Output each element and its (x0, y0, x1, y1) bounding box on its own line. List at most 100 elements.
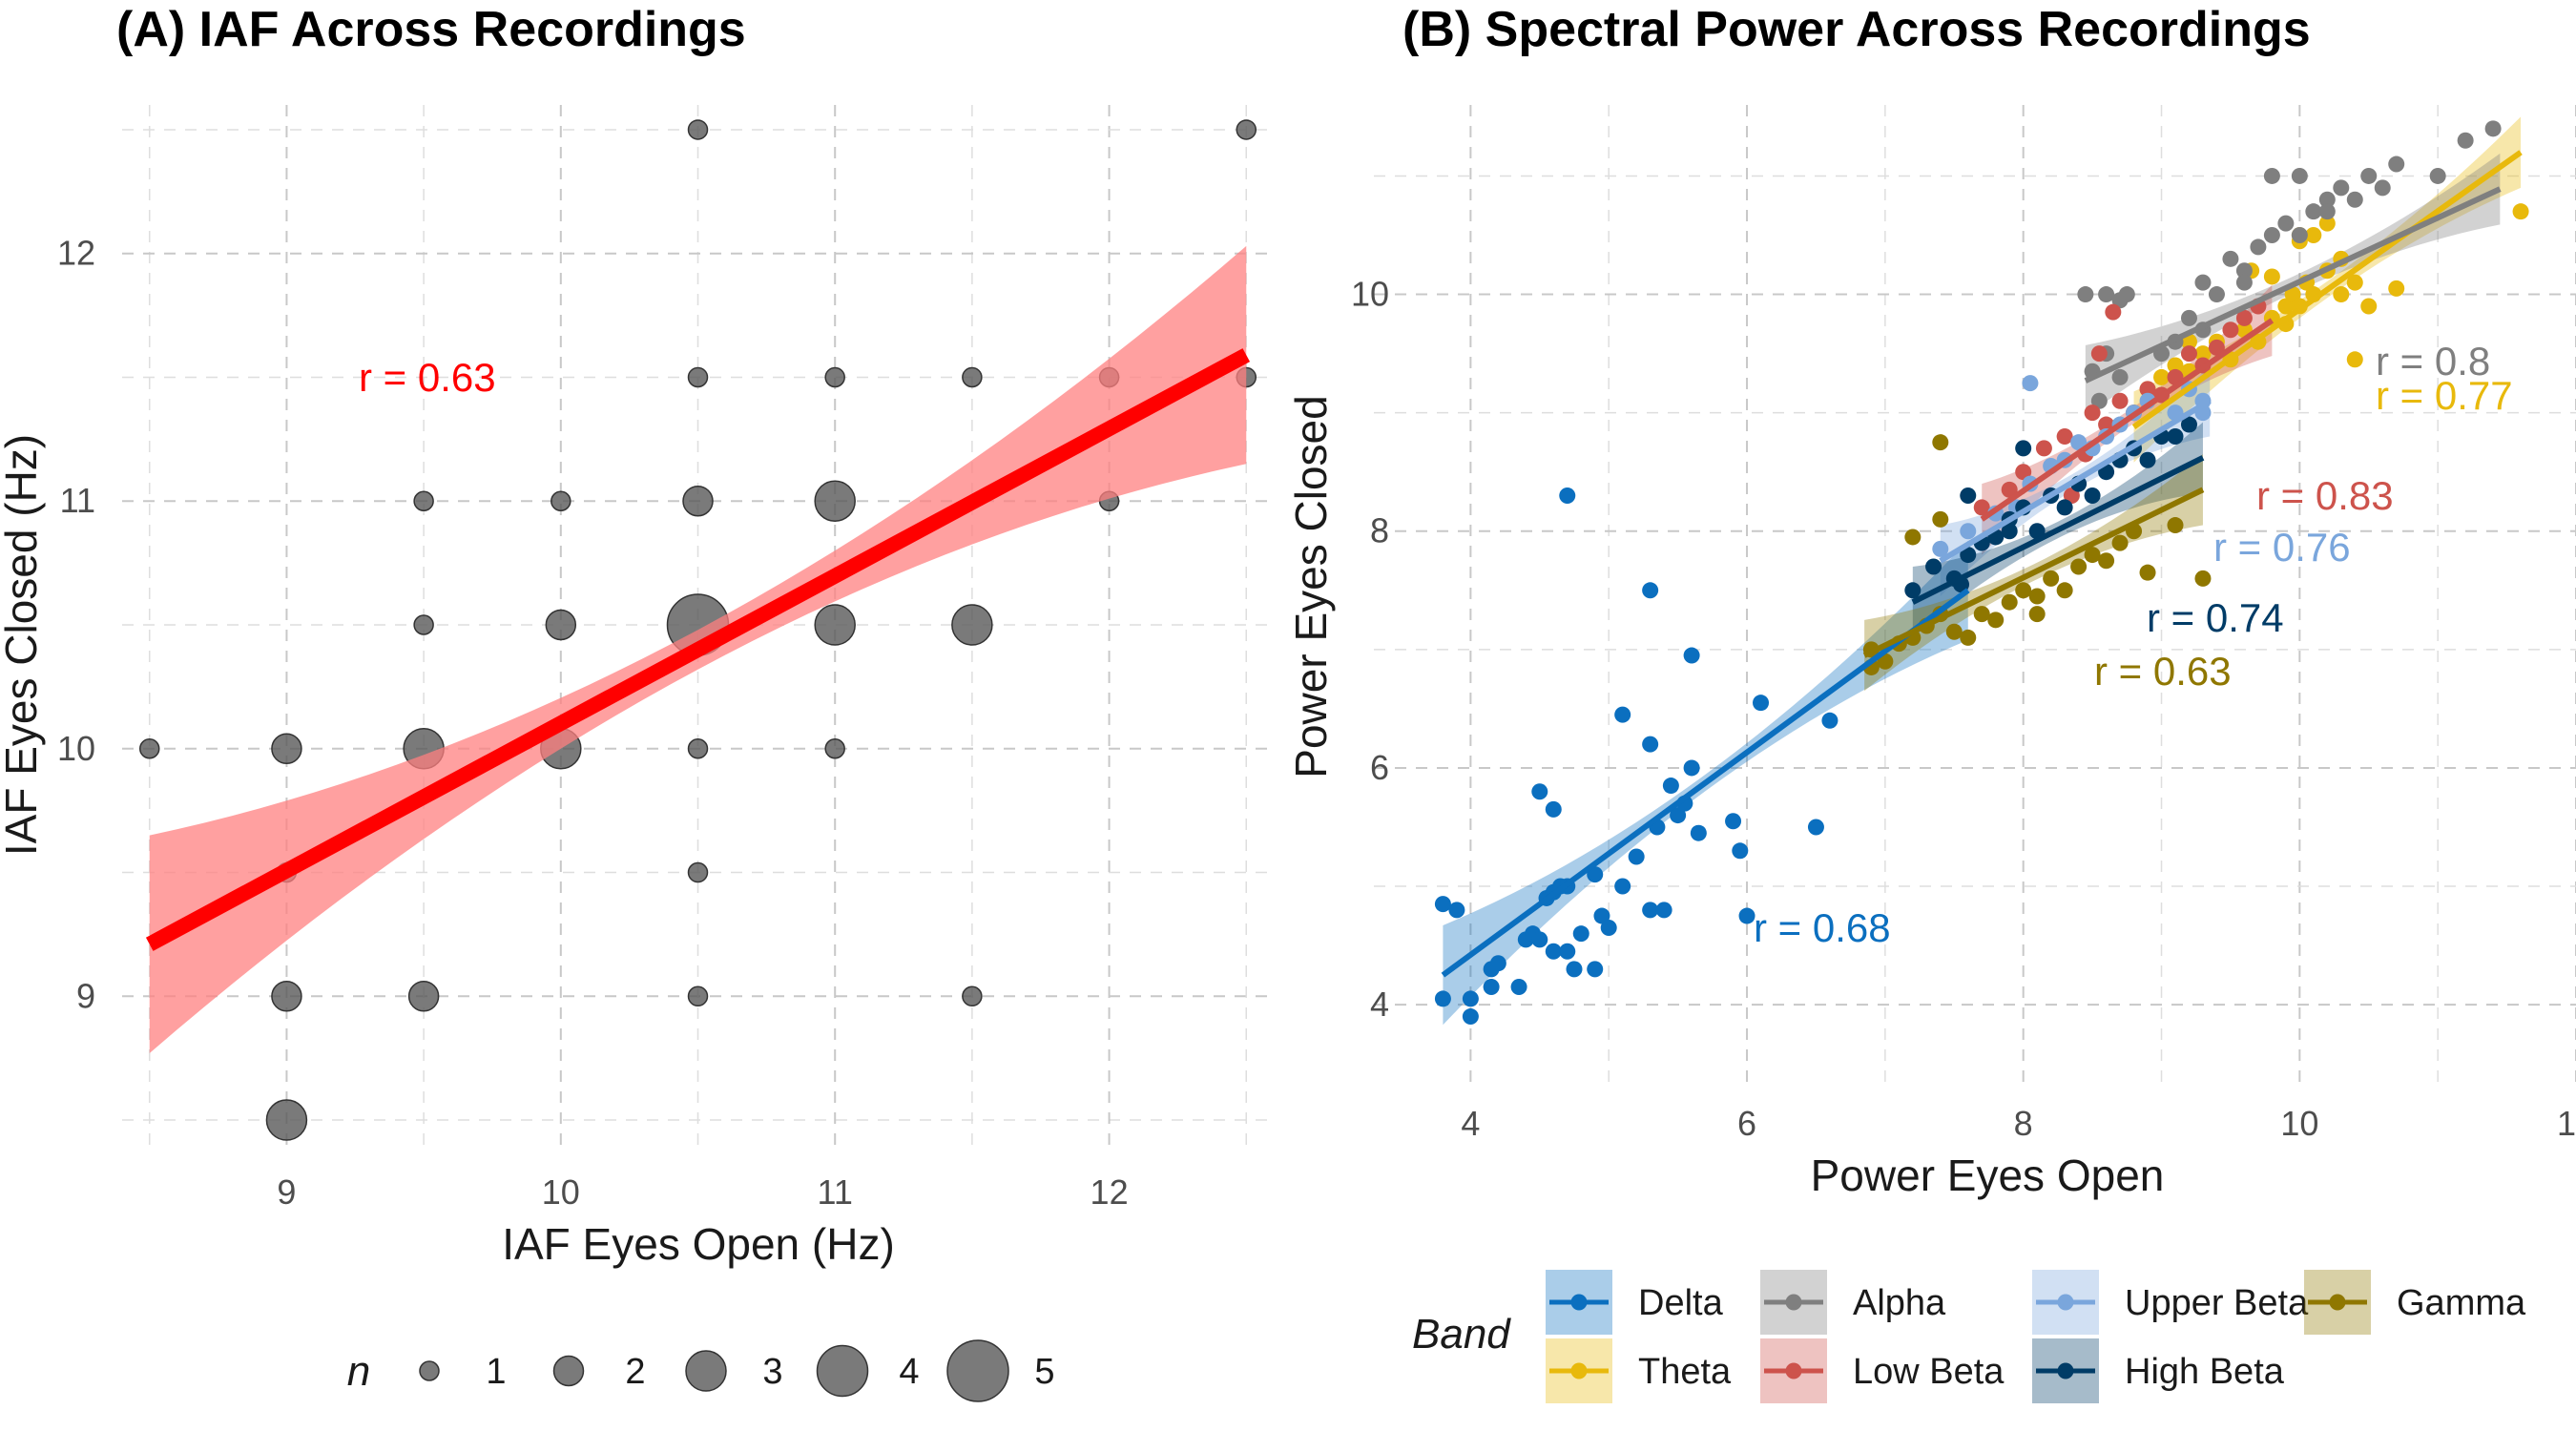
y-tick-label: 12 (57, 234, 95, 273)
data-point-low-beta (2208, 339, 2225, 356)
data-point-delta (1821, 712, 1839, 729)
data-point-gamma (2111, 534, 2129, 551)
data-point-high-beta (1960, 487, 1977, 505)
data-point-high-beta (1904, 582, 1922, 599)
data-point-gamma (1932, 510, 1949, 528)
data-point-low-beta (2222, 321, 2239, 339)
panel-b-x-axis-title: Power Eyes Open (1811, 1151, 2165, 1200)
data-point-delta (1683, 647, 1700, 664)
panel-b-y-axis-title: Power Eyes Closed (1286, 395, 1336, 778)
data-point-delta (1614, 706, 1631, 723)
data-point-delta (1614, 878, 1631, 895)
data-point-delta (1510, 979, 1527, 996)
data-point-delta (1572, 925, 1589, 943)
y-tick-label: 4 (1370, 985, 1389, 1024)
data-point-low-beta (2035, 440, 2052, 457)
r-label: r = 0.76 (2213, 525, 2351, 570)
data-point (138, 738, 160, 759)
data-point-theta (2277, 298, 2295, 315)
data-point-low-beta (2063, 487, 2080, 505)
data-point-gamma (1960, 629, 1977, 646)
data-point-delta (1655, 902, 1672, 919)
data-point-gamma (2028, 588, 2046, 605)
data-point-gamma (1945, 623, 1963, 640)
regression-line-theta (2131, 150, 2523, 429)
data-point-gamma (1973, 606, 1990, 623)
panel-b-title: (B) Spectral Power Across Recordings (1402, 2, 2311, 57)
data-point-alpha (2291, 167, 2308, 184)
size-legend-label: 2 (625, 1352, 645, 1392)
size-legend-label: 4 (899, 1352, 919, 1392)
data-point-theta (2346, 274, 2363, 291)
data-point-low-beta (2056, 427, 2073, 445)
legend-label-delta: Delta (1638, 1283, 1724, 1323)
data-point-theta (2153, 368, 2171, 385)
data-point-delta (1434, 990, 1451, 1007)
regression-line-delta (1441, 588, 1970, 978)
data-point-delta (1559, 943, 1576, 960)
data-point-alpha (2388, 156, 2405, 173)
data-point-delta (1448, 902, 1465, 919)
x-tick-label: 11 (818, 1172, 853, 1212)
legend-label-alpha: Alpha (1853, 1283, 1946, 1323)
data-point-alpha (2318, 191, 2336, 208)
band-legend-title: Band (1412, 1311, 1511, 1358)
data-point-delta (1732, 842, 1749, 860)
data-point-low-beta (2111, 392, 2129, 409)
data-point-delta (1587, 866, 1604, 883)
data-point-low-beta (2090, 345, 2108, 363)
legend-label-gamma: Gamma (2397, 1283, 2526, 1323)
data-point (265, 1099, 308, 1141)
data-point-gamma (1932, 434, 1949, 451)
data-point-gamma (2043, 570, 2060, 587)
r-label: r = 0.77 (2376, 373, 2513, 418)
data-point-gamma (2167, 517, 2184, 534)
r-label: r = 0.68 (1754, 905, 1891, 950)
data-point (687, 738, 709, 759)
data-point-delta (1662, 778, 1679, 795)
size-legend-symbol (419, 1360, 440, 1381)
data-point-delta (1642, 902, 1659, 919)
data-point-low-beta (2015, 464, 2032, 481)
data-point-alpha (2263, 167, 2280, 184)
legend-label-high-beta: High Beta (2125, 1352, 2285, 1392)
data-point-alpha (2090, 392, 2108, 409)
panel-a-plot: 9 10 11 12 9 10 11 12 (57, 105, 1274, 1212)
data-point-alpha (2098, 286, 2115, 303)
data-point (824, 738, 845, 759)
x-tick-label: 10 (2280, 1104, 2318, 1143)
legend-key-point (1785, 1362, 1802, 1379)
legend-label-upper-beta: Upper Beta (2125, 1283, 2309, 1323)
data-point-theta (2318, 215, 2336, 232)
data-point-theta (2194, 345, 2212, 363)
data-point-gamma (2001, 593, 2018, 611)
data-point-alpha (2360, 167, 2378, 184)
x-tick-label: 12 (2557, 1104, 2576, 1143)
data-point-alpha (2208, 286, 2225, 303)
data-point-alpha (2346, 191, 2363, 208)
data-point-delta (1683, 759, 1700, 777)
legend-key-point (1570, 1294, 1588, 1311)
data-point-gamma (2028, 606, 2046, 623)
x-tick-label: 6 (1737, 1104, 1756, 1143)
panel-a-r-label: r = 0.63 (359, 355, 496, 400)
data-point-gamma (1987, 612, 2005, 629)
data-point (413, 614, 434, 635)
r-label: r = 0.83 (2256, 473, 2394, 518)
x-tick-label: 9 (277, 1172, 296, 1212)
data-point-alpha (2429, 167, 2446, 184)
data-point-delta (1670, 807, 1687, 824)
data-point-delta (1753, 695, 1770, 712)
data-point-upper-beta (1960, 523, 1977, 540)
data-point (407, 981, 440, 1012)
data-point-upper-beta (2022, 375, 2039, 392)
data-point-alpha (2277, 215, 2295, 232)
data-point-alpha (2194, 274, 2212, 291)
data-point (962, 366, 983, 388)
data-point (687, 119, 709, 140)
data-point (271, 981, 302, 1012)
data-point-delta (1725, 813, 1742, 830)
legend-key-point (2057, 1294, 2074, 1311)
panel-b-plot: 4 6 8 10 12 4 6 8 10 r = 0.68 r = 0.77r = 0.8 r = 0… (1351, 105, 2576, 1143)
